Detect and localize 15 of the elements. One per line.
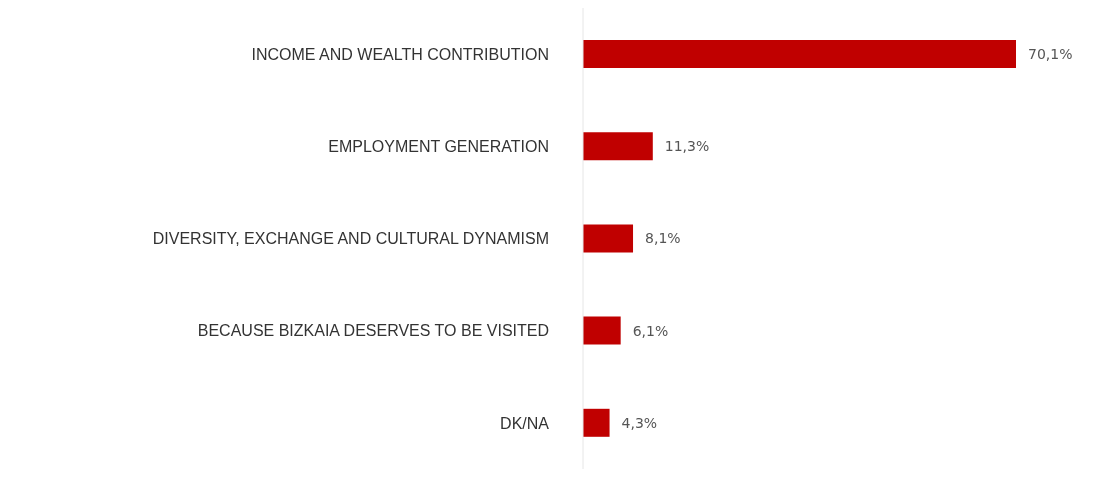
- data-label: 70,1%: [1028, 46, 1073, 62]
- data-label: 8,1%: [645, 230, 681, 247]
- bar: [583, 224, 634, 253]
- y-tick-label: DIVERSITY, EXCHANGE AND CULTURAL DYNAMISM: [152, 230, 549, 248]
- bar: [583, 132, 653, 161]
- y-tick-label: DK/NA: [500, 414, 550, 432]
- bar: [583, 316, 621, 345]
- bar: [583, 408, 610, 437]
- data-label: 6,1%: [632, 322, 669, 339]
- y-tick-label: BECAUSE BIZKAIA DESERVES TO BE VISITED: [197, 322, 549, 340]
- y-tick-label: INCOME AND WEALTH CONTRIBUTION: [251, 45, 549, 63]
- data-label: 4,3%: [621, 414, 658, 431]
- y-tick-label: EMPLOYMENT GENERATION: [328, 137, 549, 155]
- data-label: 11,3%: [664, 138, 710, 155]
- bar: [583, 40, 1016, 68]
